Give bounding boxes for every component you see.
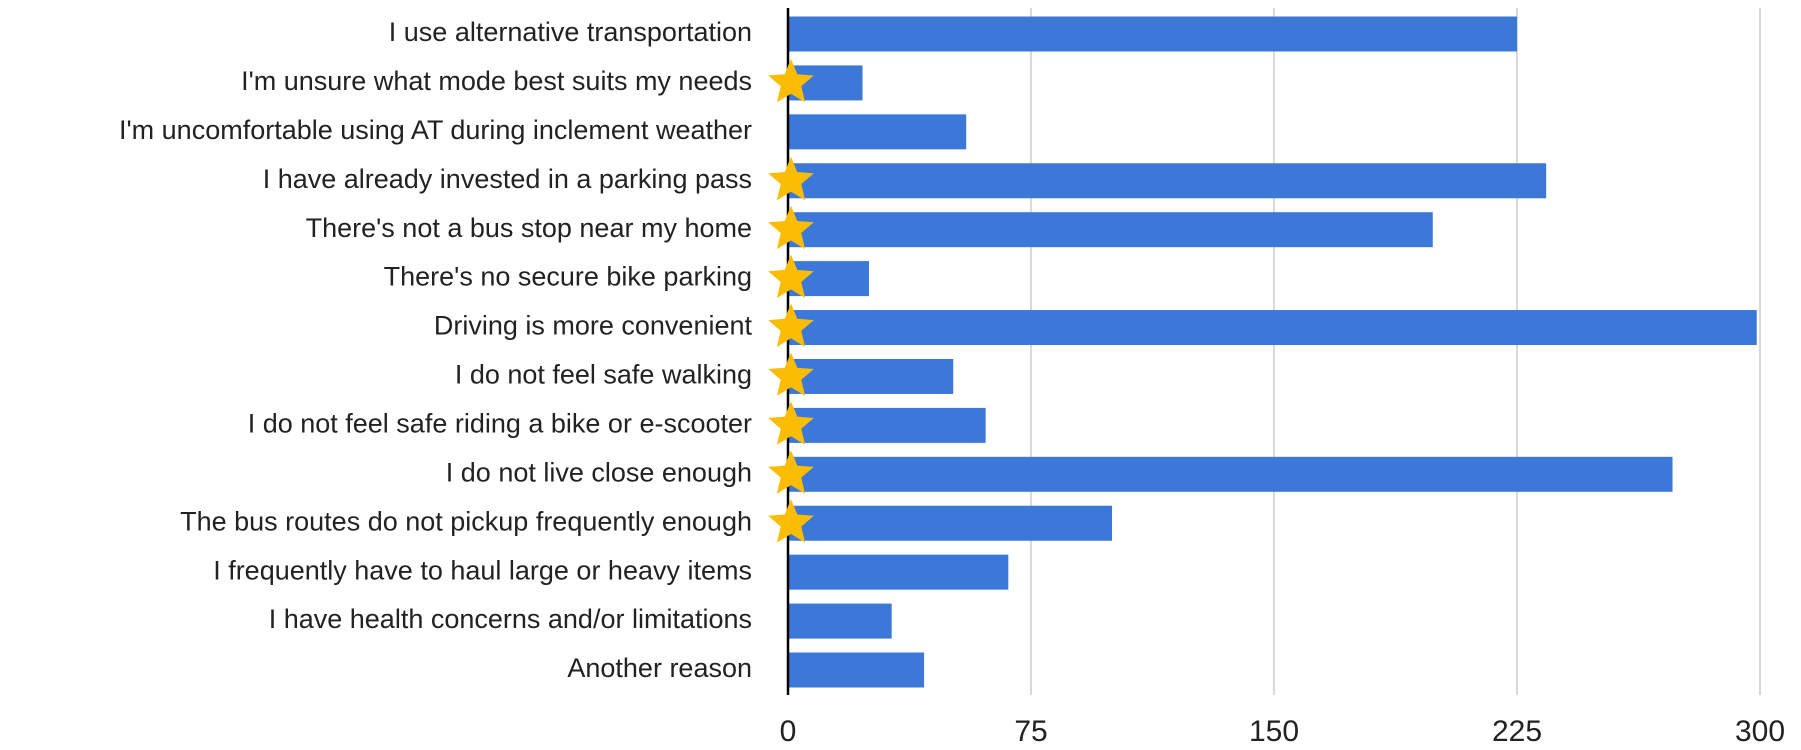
star — [768, 254, 814, 298]
y-tick-label: Driving is more convenient — [434, 311, 753, 341]
star — [768, 205, 814, 250]
y-tick-label: I do not feel safe walking — [455, 360, 752, 390]
y-tick-label: I have health concerns and/or limitation… — [269, 604, 752, 634]
star — [768, 499, 814, 543]
star — [768, 58, 814, 103]
bar — [788, 456, 1673, 492]
bar — [788, 407, 986, 443]
y-tick-label: I do not live close enough — [446, 457, 752, 487]
y-tick-label: There's no secure bike parking — [384, 262, 752, 292]
x-tick-label: 0 — [780, 715, 797, 748]
y-tick-label: I'm uncomfortable using AT during inclem… — [119, 115, 752, 145]
y-tick-label: The bus routes do not pickup frequently … — [180, 506, 752, 536]
bar — [788, 16, 1517, 52]
bar — [788, 358, 954, 394]
star — [768, 303, 814, 347]
y-tick-label: I do not feel safe riding a bike or e-sc… — [248, 409, 752, 439]
bar — [788, 310, 1757, 346]
bar — [788, 114, 967, 150]
y-tick-label: Another reason — [567, 653, 752, 683]
star — [768, 352, 814, 396]
bar — [788, 505, 1112, 541]
bar — [788, 652, 925, 688]
x-tick-label: 150 — [1249, 715, 1299, 748]
y-tick-label: I'm unsure what mode best suits my needs — [241, 66, 752, 96]
y-tick-label: There's not a bus stop near my home — [306, 213, 752, 243]
bar — [788, 212, 1433, 248]
x-tick-label: 75 — [1014, 715, 1047, 748]
bar — [788, 163, 1547, 199]
bar — [788, 554, 1009, 590]
star — [768, 401, 814, 445]
x-tick-label: 225 — [1492, 715, 1542, 748]
star — [768, 156, 814, 201]
star — [768, 450, 814, 494]
bar — [788, 603, 892, 639]
y-tick-label: I frequently have to haul large or heavy… — [213, 555, 752, 585]
x-tick-label: 300 — [1735, 715, 1785, 748]
y-tick-label: I have already invested in a parking pas… — [263, 164, 752, 194]
y-tick-label: I use alternative transportation — [389, 17, 752, 47]
